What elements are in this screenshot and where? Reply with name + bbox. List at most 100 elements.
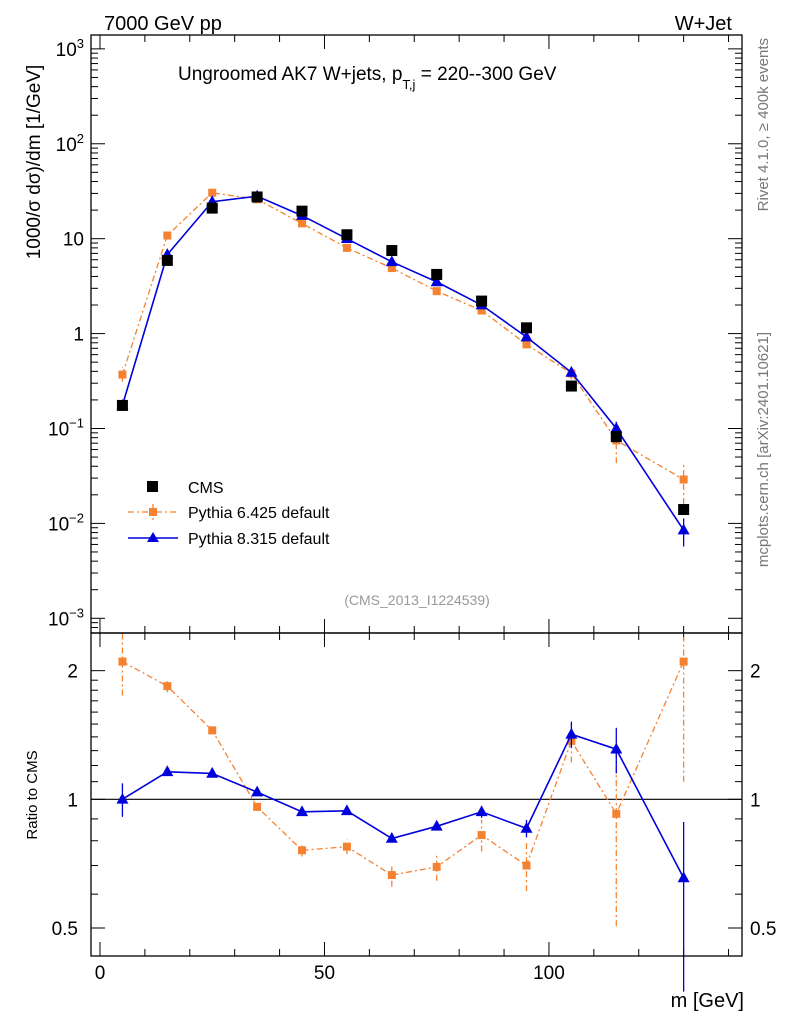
cms-data-point [116, 399, 128, 411]
title-tail-text: = 220--300 GeV [415, 64, 556, 85]
pythia6-ratio-marker [342, 842, 351, 851]
pythia8-ratio-marker [677, 871, 690, 883]
mcplots-source-label: mcplots.cern.ch [arXiv:2401.10621] [755, 332, 772, 567]
x-tick-label: 100 [533, 963, 565, 984]
pythia8-main-marker [677, 523, 690, 535]
cms-data-point [431, 268, 443, 280]
x-tick-label: 50 [314, 963, 335, 984]
main-y-tick-label: 102 [56, 131, 84, 156]
cms-data-point [678, 504, 690, 516]
pythia6-main-line [121, 192, 684, 481]
pythia6-main-marker [118, 370, 127, 379]
pythia8-ratio-marker [251, 785, 264, 797]
main-y-tick-label: 1 [73, 325, 84, 346]
tick-base: 10 [56, 135, 77, 156]
pythia8-main-marker [430, 275, 443, 287]
ratio-y-tick-label-right: 0.5 [750, 919, 776, 940]
legend: CMS Pythia 6.425 default Pythia 8.315 de… [128, 480, 330, 548]
pythia8-ratio-marker [161, 765, 174, 777]
analysis-id-label: (CMS_2013_I1224539) [344, 592, 490, 608]
pythia6-ratio-marker [679, 657, 688, 666]
pythia8-ratio-marker [610, 742, 623, 754]
pythia8-ratio-marker [430, 819, 443, 831]
cms-data-point [296, 205, 308, 217]
legend-cms-marker [147, 481, 158, 492]
ratio-y-tick-label: 0.5 [52, 919, 78, 940]
pythia6-main-marker [387, 264, 396, 273]
cms-data-point [610, 431, 622, 443]
legend-pythia8-label: Pythia 8.315 default [188, 531, 330, 548]
tick-exponent: 2 [77, 131, 84, 146]
pythia6-ratio-marker [118, 657, 127, 666]
pythia8-ratio-line [121, 733, 685, 879]
pythia8-ratio-marker [116, 792, 129, 804]
cms-data-point [386, 245, 398, 257]
energy-label: 7000 GeV pp [104, 13, 222, 35]
main-y-tick-label: 10−1 [48, 415, 84, 440]
pythia6-ratio-marker [522, 861, 531, 870]
legend-pythia8-marker [147, 532, 159, 542]
process-label: W+Jet [675, 13, 733, 35]
main-y-tick-label: 10 [63, 230, 84, 251]
main-y-tick-label: 10−2 [48, 510, 84, 535]
tick-exponent: −3 [69, 605, 84, 620]
pythia8-ratio-marker [565, 727, 578, 739]
pythia8-main-marker [385, 255, 398, 267]
cms-data-point [520, 322, 532, 334]
tick-exponent: 3 [77, 36, 84, 51]
pythia6-ratio-marker [163, 682, 172, 691]
pythia8-main-marker [520, 330, 533, 342]
pythia8-ratio-marker [296, 805, 309, 817]
tick-exponent: −1 [69, 415, 84, 430]
pythia6-main-marker [208, 188, 217, 197]
title-subscript: T,j [402, 77, 415, 92]
pythia6-ratio-marker [387, 871, 396, 880]
pythia6-ratio-marker [612, 809, 621, 818]
pythia6-ratio-marker [432, 862, 441, 871]
pythia6-ratio-marker [208, 726, 217, 735]
pythia8-main-marker [610, 422, 623, 433]
legend-cms-label: CMS [188, 480, 224, 497]
pythia6-ratio-marker [298, 846, 307, 855]
tick-base: 10 [56, 40, 77, 61]
x-axis-label: m [GeV] [671, 990, 744, 1012]
main-y-axis-label: 1000/σ dσ)/dm [1/GeV] [24, 65, 45, 260]
cms-data-point [251, 191, 263, 203]
main-y-tick-label: 10−3 [48, 605, 84, 630]
pythia8-ratio-marker [475, 805, 488, 817]
pythia6-main-marker [679, 475, 688, 484]
pythia6-main-marker [298, 219, 307, 228]
title-main-text: Ungroomed AK7 W+jets, p [178, 64, 402, 85]
tick-base: 10 [48, 419, 69, 440]
pythia8-main-marker [565, 365, 578, 377]
series-layer [116, 188, 690, 992]
main-y-tick-label: 103 [56, 36, 84, 61]
tick-base: 10 [48, 609, 69, 630]
tick-base: 10 [48, 514, 69, 535]
pythia6-ratio-line [122, 661, 685, 876]
ratio-y-tick-label: 2 [67, 662, 78, 683]
pythia8-ratio-marker [340, 804, 353, 816]
cms-data-point [161, 254, 173, 266]
pythia8-ratio-marker [385, 831, 398, 843]
pythia6-main-marker [163, 231, 172, 240]
pythia8-ratio-marker [520, 821, 533, 833]
pythia6-ratio-marker [477, 831, 486, 840]
legend-pythia6-marker [149, 508, 157, 516]
ratio-y-tick-label: 1 [67, 790, 78, 811]
pythia6-ratio-marker [253, 802, 262, 811]
x-tick-label: 0 [95, 963, 106, 984]
ratio-panel-frame [90, 632, 743, 957]
tick-exponent: −2 [69, 510, 84, 525]
pythia6-main-marker [342, 243, 351, 252]
ratio-y-tick-label-right: 2 [750, 662, 761, 683]
pythia6-main-marker [432, 287, 441, 296]
legend-pythia6-label: Pythia 6.425 default [188, 505, 330, 522]
cms-data-point [206, 202, 218, 214]
ratio-y-tick-label-right: 1 [750, 790, 761, 811]
pythia6-main-marker [477, 306, 486, 315]
cms-data-point [341, 229, 353, 241]
ratio-y-axis-label: Ratio to CMS [24, 750, 41, 839]
main-plot-title: Ungroomed AK7 W+jets, pT,j = 220--300 Ge… [178, 64, 557, 92]
